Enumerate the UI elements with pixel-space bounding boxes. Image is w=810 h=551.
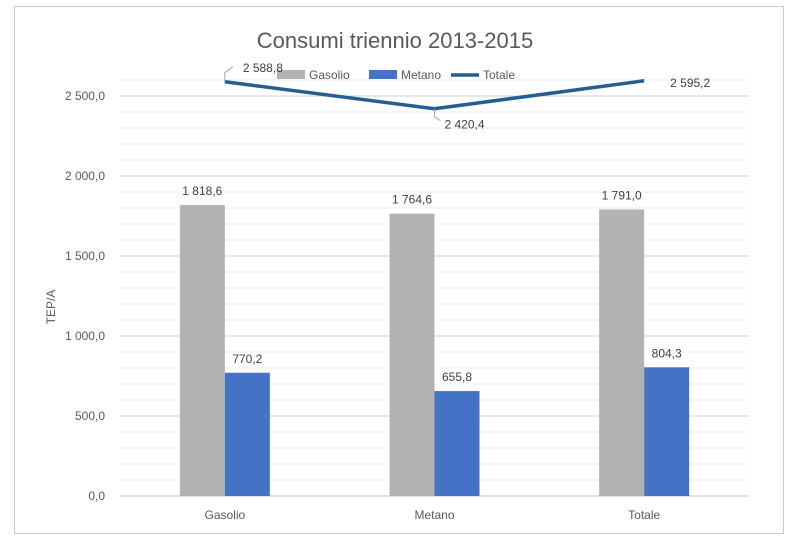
- bar-data-label: 1 791,0: [602, 188, 642, 202]
- bars: [179, 205, 690, 497]
- chart-frame: Consumi triennio 2013-2015 Gasolio Metano…: [14, 6, 784, 534]
- y-tick-label: 0,0: [88, 489, 105, 503]
- line-data-label: 2 420,4: [445, 118, 485, 132]
- leader-line: [434, 108, 441, 122]
- y-tick-label: 500,0: [75, 409, 105, 423]
- bar-gasolio-totale: [599, 209, 645, 496]
- line-data-label: 2 588,8: [243, 61, 283, 75]
- line-data-label: 2 595,2: [670, 76, 710, 90]
- y-axis-ticks: 0,0 500,0 1 000,0 1 500,0 2 000,0 2 500,0: [65, 89, 105, 503]
- x-tick-label: Totale: [628, 508, 660, 522]
- line-totale: [224, 79, 645, 111]
- x-tick-label: Gasolio: [204, 508, 245, 522]
- legend: Gasolio Metano Totale: [277, 68, 515, 82]
- legend-swatch: [277, 70, 305, 79]
- total-line: 2 588,8 2 420,4 2 595,2: [224, 61, 711, 132]
- leader-line: [224, 66, 234, 82]
- bar-data-label: 1 764,6: [392, 193, 432, 207]
- legend-label: Gasolio: [309, 68, 350, 82]
- bar-metano-metano: [434, 391, 480, 496]
- y-tick-label: 2 000,0: [65, 169, 105, 183]
- legend-swatch: [369, 70, 397, 79]
- bar-gasolio-metano: [389, 213, 435, 496]
- bar-data-label: 770,2: [232, 352, 262, 366]
- chart-svg: Consumi triennio 2013-2015 Gasolio Metano…: [44, 28, 749, 522]
- y-tick-label: 1 500,0: [65, 249, 105, 263]
- legend-label: Metano: [401, 68, 441, 82]
- bar-metano-totale: [644, 367, 690, 496]
- bar-data-labels: 1 818,6 770,2 1 764,6 655,8 1 791,0 804,3: [182, 184, 682, 384]
- bar-data-label: 804,3: [652, 346, 682, 360]
- bar-data-label: 1 818,6: [182, 184, 222, 198]
- bar-data-label: 655,8: [442, 370, 472, 384]
- y-tick-label: 2 500,0: [65, 89, 105, 103]
- y-tick-label: 1 000,0: [65, 329, 105, 343]
- x-axis-ticks: Gasolio Metano Totale: [204, 508, 660, 522]
- x-tick-label: Metano: [414, 508, 454, 522]
- bar-gasolio-gasolio: [179, 205, 225, 497]
- chart-title: Consumi triennio 2013-2015: [257, 28, 533, 53]
- legend-label: Totale: [483, 68, 515, 82]
- bar-metano-gasolio: [224, 372, 270, 496]
- y-axis-title: TEP/A: [44, 290, 58, 325]
